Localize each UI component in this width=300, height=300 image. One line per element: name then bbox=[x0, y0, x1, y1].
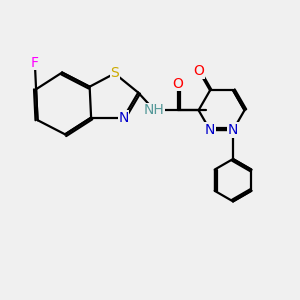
Text: N: N bbox=[118, 111, 129, 124]
Text: F: F bbox=[31, 56, 39, 70]
Text: S: S bbox=[110, 66, 119, 80]
Text: N: N bbox=[228, 123, 238, 137]
Text: O: O bbox=[194, 64, 205, 78]
Text: NH: NH bbox=[144, 103, 165, 117]
Text: O: O bbox=[172, 77, 183, 91]
Text: N: N bbox=[205, 123, 215, 137]
